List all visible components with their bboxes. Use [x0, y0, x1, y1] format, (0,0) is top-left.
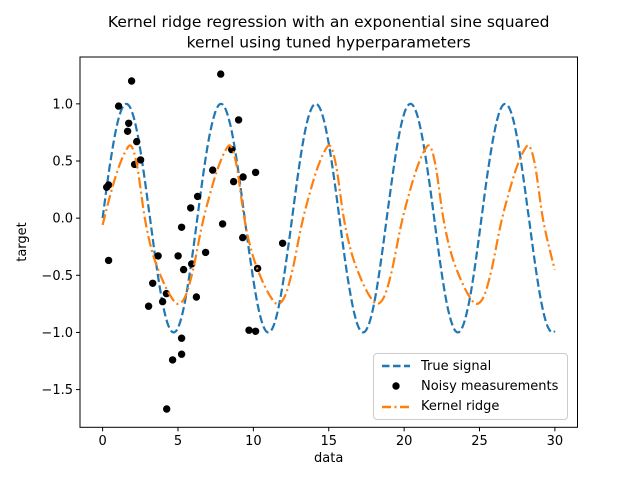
scatter-point: [154, 252, 162, 260]
scatter-point: [144, 302, 153, 310]
y-tick-label: −1.0: [41, 326, 73, 341]
scatter-point: [251, 168, 260, 177]
scatter-point: [193, 192, 202, 201]
x-axis-ticks: 0 5 10 15 20 25 30: [98, 427, 563, 449]
scatter-point: [163, 405, 171, 413]
legend: True signal Noisy measurements Kernel ri…: [373, 353, 568, 420]
scatter-point: [188, 260, 196, 268]
scatter-point: [174, 252, 182, 260]
chart-title-line2: kernel using tuned hyperparameters: [187, 34, 471, 52]
scatter-point: [209, 166, 217, 174]
scatter-point: [251, 327, 260, 335]
y-axis-label: target: [15, 222, 30, 262]
scatter-point: [136, 156, 145, 164]
scatter-point: [201, 248, 210, 257]
legend-label: Kernel ridge: [421, 399, 500, 415]
y-tick-label: −0.5: [41, 269, 73, 284]
x-tick-label: 10: [245, 434, 262, 449]
scatter-point: [104, 256, 113, 265]
legend-item-noisy-measurements: Noisy measurements: [374, 376, 567, 396]
legend-item-true-signal: True signal: [374, 356, 567, 376]
scatter-point: [218, 220, 227, 228]
x-tick-label: 25: [471, 434, 488, 449]
x-tick-label: 20: [396, 434, 413, 449]
scatter-point: [168, 356, 177, 364]
scatter-point: [162, 289, 171, 298]
scatter-point: [177, 334, 186, 342]
scatter-point: [125, 119, 133, 128]
scatter-point: [229, 177, 238, 186]
scatter-point: [192, 293, 201, 301]
scatter-point: [234, 116, 243, 124]
scatter-point: [239, 173, 247, 181]
dot-marker-icon: [392, 382, 400, 391]
y-tick-label: 0.0: [52, 212, 73, 227]
scatter-point: [133, 137, 141, 146]
legend-label: Noisy measurements: [421, 378, 559, 394]
scatter-point: [177, 223, 186, 231]
dashed-line-icon: [382, 364, 410, 368]
y-tick-label: −1.5: [41, 383, 73, 398]
scatter-point: [158, 297, 167, 306]
x-tick-label: 5: [174, 434, 182, 449]
legend-label: True signal: [421, 358, 492, 374]
x-tick-label: 15: [320, 434, 337, 449]
scatter-point: [114, 102, 123, 110]
chart-title-line1: Kernel ridge regression with an exponent…: [108, 13, 550, 31]
scatter-point: [149, 279, 157, 287]
y-tick-label: 1.0: [52, 97, 73, 112]
scatter-point: [179, 265, 188, 274]
scatter-point: [245, 326, 253, 334]
scatter-point: [217, 70, 225, 78]
plot-series: [101, 70, 556, 413]
scatter-point: [278, 239, 287, 247]
series-line-true-signal: [101, 102, 556, 334]
y-axis-ticks: 1.0 0.5 0.0 −0.5 −1.0 −1.5: [41, 97, 80, 398]
scatter-point: [123, 127, 132, 135]
scatter-point: [177, 350, 186, 358]
x-tick-label: 0: [98, 434, 106, 449]
series-line-kernel-ridge: [101, 144, 556, 306]
x-axis-label: data: [314, 451, 343, 466]
scatter-point: [239, 233, 247, 242]
scatter-point: [104, 181, 113, 189]
legend-item-kernel-ridge: Kernel ridge: [374, 397, 567, 417]
x-tick-label: 30: [547, 434, 564, 449]
scatter-point: [127, 77, 136, 85]
scatter-point: [187, 204, 195, 212]
dashdot-line-icon: [382, 405, 410, 408]
y-tick-label: 0.5: [52, 155, 73, 170]
